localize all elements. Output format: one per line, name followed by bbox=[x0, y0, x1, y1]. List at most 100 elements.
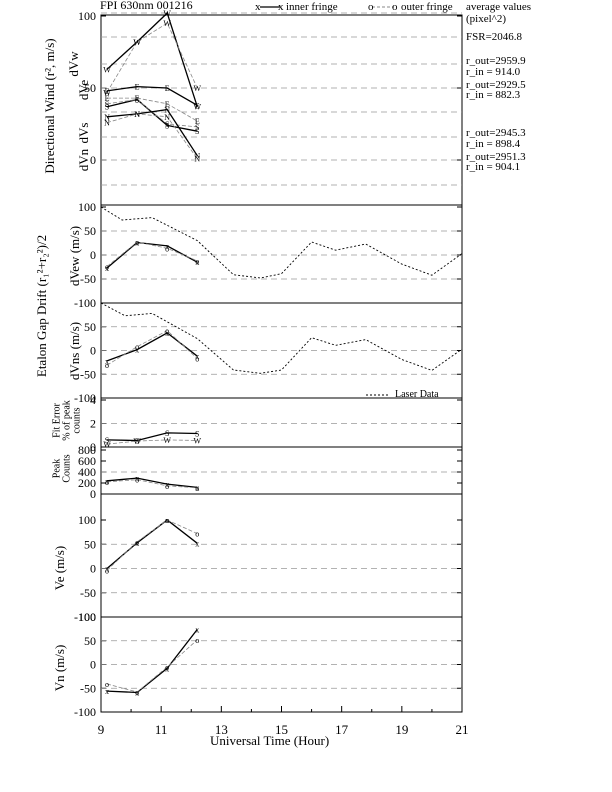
chart-title: FPI 630nm 001216 bbox=[100, 0, 193, 12]
inner-fringe-marker: x bbox=[105, 357, 109, 366]
series-marker: x bbox=[135, 474, 139, 483]
x-axis-label: Universal Time (Hour) bbox=[210, 733, 330, 748]
y-tick-label: 0 bbox=[90, 487, 96, 501]
outer-fringe-marker: o bbox=[105, 361, 109, 370]
y-tick-label: 600 bbox=[78, 454, 96, 468]
y-tick-label: 0 bbox=[90, 658, 96, 672]
legend-inner-marker-end: x bbox=[278, 1, 284, 13]
y-tick-label: 2 bbox=[90, 417, 96, 431]
outer-fringe-line bbox=[106, 241, 198, 267]
y-tick-label: 800 bbox=[78, 443, 96, 457]
series-line bbox=[106, 439, 198, 445]
pixel-units-label: (pixel^2) bbox=[466, 13, 506, 25]
series-marker-e: E bbox=[105, 87, 110, 96]
series-line-w bbox=[106, 11, 198, 107]
series-marker-e: E bbox=[135, 94, 140, 103]
legend-outer-marker-end: o bbox=[392, 1, 398, 13]
fsr-note: FSR=2046.8 bbox=[466, 31, 523, 43]
y-tick-label: 50 bbox=[84, 224, 96, 238]
plot-frame bbox=[100, 14, 463, 713]
y-tick-label: 50 bbox=[84, 81, 96, 95]
inner-fringe-line bbox=[106, 241, 198, 269]
series-marker-w: W bbox=[103, 65, 111, 74]
y-tick-label: 100 bbox=[78, 610, 96, 624]
dvns-label: dVns (m/s) bbox=[67, 321, 82, 381]
vn-label: Vn (m/s) bbox=[52, 644, 67, 692]
outer-fringe-marker: o bbox=[165, 663, 169, 672]
dve-label: dVe bbox=[76, 79, 91, 101]
inner-fringe-marker: x bbox=[105, 687, 109, 696]
series-marker: W bbox=[163, 436, 171, 445]
series-marker-w: W bbox=[163, 9, 171, 18]
series-marker-e: E bbox=[105, 94, 110, 103]
series-marker: W bbox=[193, 437, 201, 446]
inner-fringe-marker: x bbox=[135, 239, 139, 248]
series-marker: o bbox=[165, 482, 169, 491]
series-marker: x bbox=[105, 477, 109, 486]
peak-counts-label: Counts bbox=[61, 454, 73, 483]
inner-fringe-marker: x bbox=[165, 329, 169, 338]
inner-fringe-marker: x bbox=[195, 352, 199, 361]
y-tick-label: 0 bbox=[90, 153, 96, 167]
series-line bbox=[106, 432, 198, 442]
inner-fringe-marker: x bbox=[195, 539, 199, 548]
x-tick-label: 9 bbox=[98, 722, 105, 737]
series-marker-n: N bbox=[134, 110, 140, 119]
series-marker-w: W bbox=[103, 88, 111, 97]
laser-data-line bbox=[100, 206, 463, 279]
outer-fringe-marker: o bbox=[165, 327, 169, 336]
outer-fringe-line bbox=[106, 639, 198, 693]
series-marker-s: S bbox=[135, 96, 139, 105]
y-tick-label: 0 bbox=[90, 562, 96, 576]
y-tick-label: 0 bbox=[90, 344, 96, 358]
outer-fringe-marker: o bbox=[135, 238, 139, 247]
y-tick-label: -50 bbox=[80, 681, 96, 695]
inner-fringe-line bbox=[106, 629, 198, 694]
outer-fringe-marker: o bbox=[105, 680, 109, 689]
y-tick-label: 0 bbox=[90, 248, 96, 262]
outer-fringe-line bbox=[106, 330, 198, 366]
y-tick-label: 50 bbox=[84, 320, 96, 334]
series-marker-s: S bbox=[135, 96, 139, 105]
outer-fringe-marker: o bbox=[135, 688, 139, 697]
series-marker: S bbox=[165, 429, 169, 438]
series-marker-e: E bbox=[195, 117, 200, 126]
y-tick-label: 400 bbox=[78, 465, 96, 479]
series-marker-w: W bbox=[193, 103, 201, 112]
series-marker-e: E bbox=[135, 83, 140, 92]
series-marker-n: N bbox=[164, 113, 170, 122]
series-marker-n: N bbox=[164, 106, 170, 115]
vw-rout-note: r_out=2959.9 bbox=[466, 55, 526, 67]
series-marker-s: S bbox=[165, 120, 169, 129]
counts-label: counts bbox=[71, 407, 83, 434]
series-marker: S bbox=[195, 429, 199, 438]
series-marker-s: S bbox=[195, 127, 199, 136]
laser-data-line bbox=[100, 302, 463, 374]
outer-fringe-marker: o bbox=[135, 538, 139, 547]
series-marker-s: S bbox=[105, 103, 109, 112]
inner-fringe-marker: x bbox=[135, 539, 139, 548]
series-marker: S bbox=[105, 436, 109, 445]
series-line bbox=[106, 477, 198, 489]
y-tick-label: -50 bbox=[80, 367, 96, 381]
inner-fringe-marker: x bbox=[105, 264, 109, 273]
series-marker: o bbox=[105, 478, 109, 487]
series-marker-s: S bbox=[195, 123, 199, 132]
series-marker-w: W bbox=[133, 38, 141, 47]
inner-fringe-marker: x bbox=[135, 346, 139, 355]
x-tick-label: 15 bbox=[275, 722, 288, 737]
y-tick-label: -50 bbox=[80, 272, 96, 286]
series-line-w bbox=[106, 22, 198, 93]
series-marker-n: N bbox=[134, 110, 140, 119]
inner-fringe-marker: x bbox=[195, 625, 199, 634]
series-marker: o bbox=[195, 484, 199, 493]
x-tick-label: 11 bbox=[155, 722, 168, 737]
vs-rin-note: r_in = 898.4 bbox=[466, 138, 521, 150]
series-marker-w: W bbox=[193, 84, 201, 93]
y-tick-label: 50 bbox=[84, 634, 96, 648]
y-tick-label: -50 bbox=[80, 586, 96, 600]
x-tick-label: 21 bbox=[456, 722, 469, 737]
ve-label: Ve (m/s) bbox=[52, 545, 67, 591]
y-tick-label: 4 bbox=[90, 393, 96, 407]
series-line-n bbox=[106, 113, 198, 159]
